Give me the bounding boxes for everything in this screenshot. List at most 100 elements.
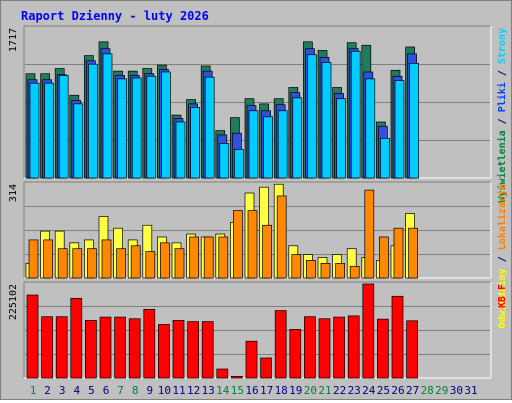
- legend-part: Pliki: [496, 82, 508, 112]
- bar-strony-3: [58, 75, 69, 179]
- bar-strony-17: [263, 116, 273, 179]
- bar-kb-f-8: [128, 318, 141, 379]
- panel-1: 1717 Wyświetlenia / Pliki / Strony: [8, 25, 508, 203]
- bar-strony-20: [307, 54, 317, 179]
- bar-kb-f-19: [289, 329, 302, 379]
- day-label-6: 6: [103, 384, 110, 397]
- bar-lokalizacje-6: [101, 239, 112, 279]
- bar-lokalizacje-7: [116, 248, 126, 279]
- bar-strony-24: [365, 78, 376, 179]
- bar-lokalizacje-2: [43, 239, 53, 279]
- bar-strony-18: [277, 110, 288, 179]
- bar-strony-4: [73, 103, 84, 179]
- bar-kb-f-15: [231, 376, 243, 379]
- bar-strony-8: [131, 77, 142, 179]
- day-label-25: 25: [377, 384, 390, 397]
- bar-lokalizacje-9: [145, 251, 156, 279]
- bar-kb-f-4: [70, 297, 83, 379]
- bar-kb-f-24: [362, 283, 375, 379]
- day-label-9: 9: [146, 384, 153, 397]
- bar-strony-12: [190, 106, 200, 179]
- legend-part: Wyświetlenia: [496, 130, 508, 202]
- day-label-15: 15: [231, 384, 244, 397]
- bar-lokalizacje-3: [57, 248, 68, 279]
- day-label-31: 31: [464, 384, 477, 397]
- series-legend: Odwiedziny / Lokalizacje: [496, 184, 508, 329]
- day-label-30: 30: [450, 384, 463, 397]
- day-label-26: 26: [391, 384, 404, 397]
- day-label-18: 18: [275, 384, 288, 397]
- day-label-22: 22: [333, 384, 346, 397]
- legend-part: Strony: [497, 28, 508, 64]
- bar-lokalizacje-23: [349, 265, 360, 279]
- bar-lokalizacje-8: [130, 245, 141, 279]
- bar-strony-21: [321, 62, 332, 179]
- bar-strony-22: [336, 98, 346, 179]
- bar-lokalizacje-21: [320, 263, 331, 279]
- day-label-13: 13: [202, 384, 215, 397]
- bar-lokalizacje-4: [72, 248, 83, 279]
- bar-strony-26: [394, 80, 405, 179]
- bar-lokalizacje-14: [218, 236, 229, 279]
- legend-part: /: [497, 64, 508, 82]
- bar-kb-f-6: [99, 316, 112, 379]
- bar-lokalizacje-20: [306, 260, 316, 279]
- day-label-28: 28: [421, 384, 434, 397]
- bar-kb-f-3: [55, 316, 68, 379]
- day-label-5: 5: [88, 384, 95, 397]
- bar-strony-9: [146, 75, 157, 179]
- legend-part: /: [497, 112, 508, 130]
- legend-part: Lokalizacje: [496, 184, 508, 250]
- bar-kb-f-12: [187, 321, 199, 379]
- bar-lokalizacje-11: [174, 248, 185, 279]
- day-label-7: 7: [117, 384, 124, 397]
- bar-strony-10: [161, 71, 171, 179]
- bar-kb-f-14: [216, 368, 229, 379]
- bar-kb-f-16: [245, 340, 258, 379]
- bar-kb-f-7: [114, 316, 126, 379]
- bar-strony-5: [88, 63, 98, 179]
- day-label-1: 1: [30, 384, 37, 397]
- day-label-21: 21: [318, 384, 331, 397]
- axis-max-label: 1717: [8, 28, 19, 52]
- bar-strony-15: [234, 149, 244, 179]
- day-label-8: 8: [132, 384, 139, 397]
- legend-part: Odwiedziny: [496, 268, 508, 328]
- axis-max-label: 225102: [8, 284, 19, 320]
- bar-kb-f-17: [260, 357, 272, 379]
- bar-lokalizacje-5: [87, 248, 97, 279]
- bar-strony-7: [117, 78, 127, 179]
- day-label-27: 27: [406, 384, 419, 397]
- bar-lokalizacje-1: [28, 239, 39, 279]
- day-label-17: 17: [260, 384, 273, 397]
- bar-strony-27: [409, 63, 419, 179]
- day-label-2: 2: [44, 384, 51, 397]
- bar-kb-f-2: [41, 316, 53, 379]
- bar-lokalizacje-18: [276, 195, 287, 279]
- day-label-10: 10: [158, 384, 171, 397]
- chart-title: Raport Dzienny - luty 2026: [21, 9, 209, 23]
- day-label-29: 29: [435, 384, 448, 397]
- bar-strony-11: [175, 121, 186, 179]
- bar-strony-13: [204, 76, 215, 179]
- bar-kb-f-13: [201, 321, 214, 379]
- day-label-12: 12: [187, 384, 200, 397]
- panel-3: 225102 KB F: [8, 281, 508, 379]
- day-label-16: 16: [245, 384, 258, 397]
- bar-lokalizacje-25: [379, 236, 389, 279]
- bar-kb-f-26: [391, 295, 404, 379]
- bar-kb-f-27: [406, 320, 418, 379]
- panel-2: 314 Odwiedziny / Lokalizacje: [8, 181, 508, 329]
- bar-kb-f-10: [158, 324, 170, 379]
- bar-lokalizacje-10: [160, 242, 170, 279]
- bar-strony-23: [350, 50, 361, 179]
- bar-strony-1: [29, 82, 40, 179]
- bar-strony-6: [102, 53, 113, 179]
- bar-lokalizacje-15: [233, 210, 243, 279]
- bar-strony-16: [248, 110, 259, 179]
- day-label-4: 4: [73, 384, 80, 397]
- bar-kb-f-18: [274, 310, 287, 379]
- day-label-24: 24: [362, 384, 376, 397]
